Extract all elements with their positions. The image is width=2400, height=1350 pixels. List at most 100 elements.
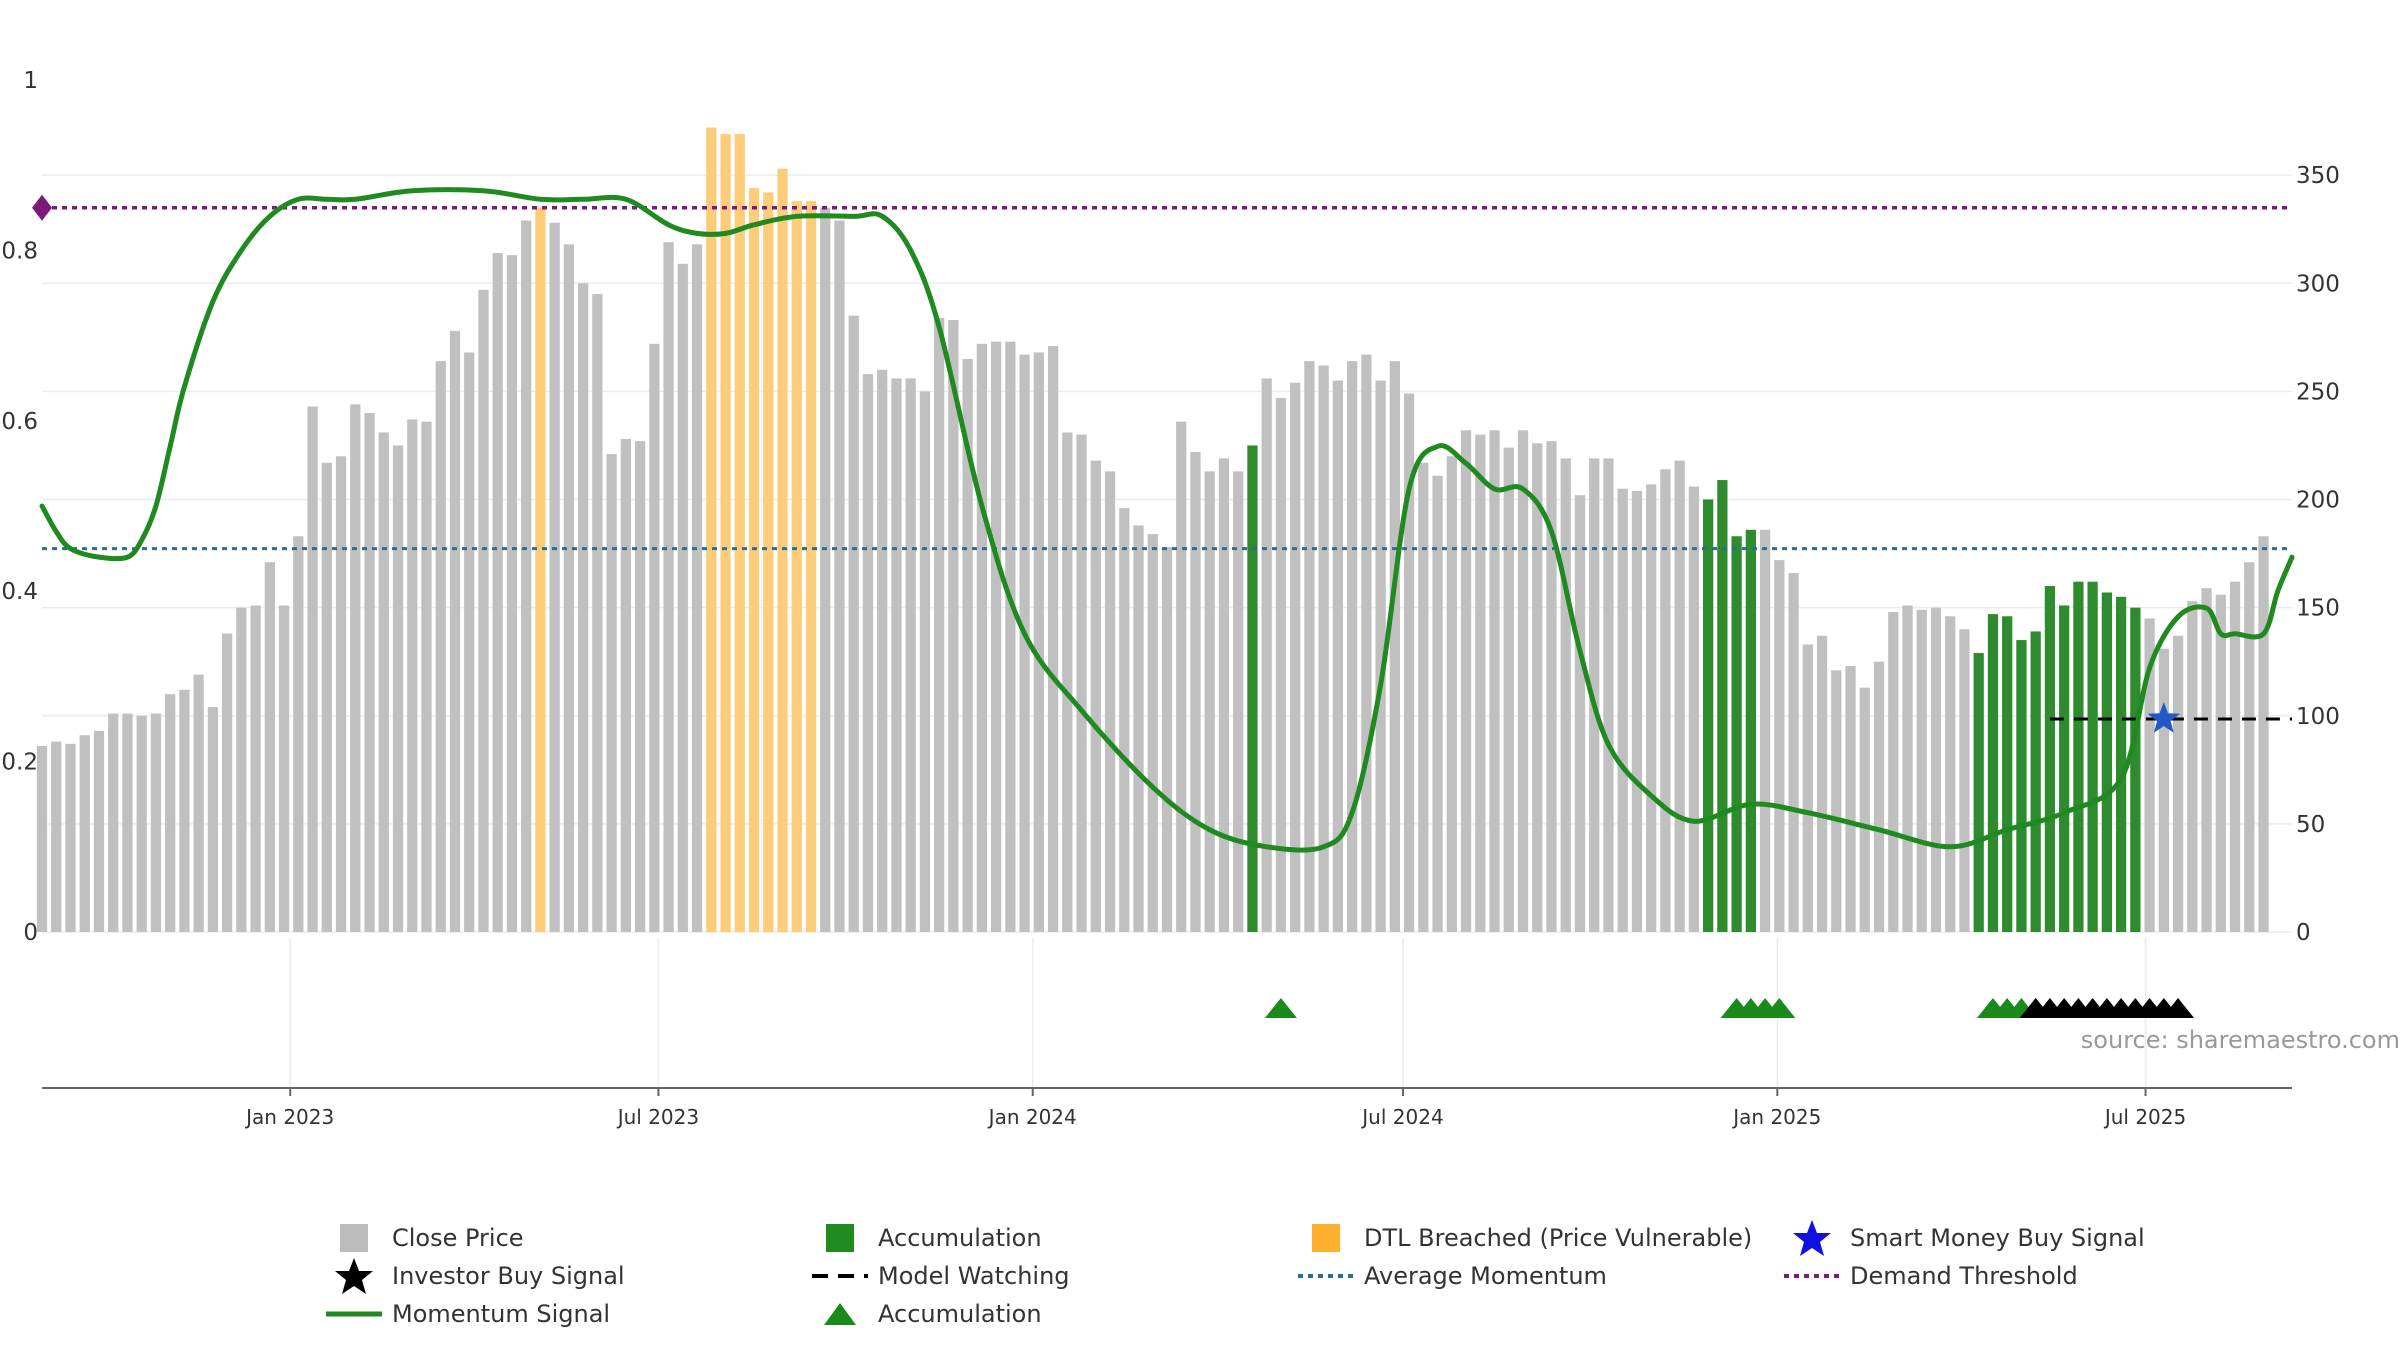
price-bar (1261, 378, 1272, 932)
price-bar (2244, 562, 2255, 932)
price-bar (79, 735, 90, 932)
price-bar (1517, 430, 1529, 932)
price-bar (2130, 607, 2141, 932)
price-bar (1418, 462, 1429, 932)
price-bar (834, 220, 845, 933)
price-bar (1389, 361, 1400, 932)
price-bar (364, 413, 375, 932)
price-bar (1688, 486, 1700, 932)
y-right-tick-label: 300 (2296, 271, 2340, 297)
price-bar (1930, 607, 1942, 932)
price-bar (777, 168, 788, 932)
price-bar (1973, 653, 1984, 932)
price-bar (2059, 605, 2070, 932)
price-bar (2044, 586, 2056, 932)
price-bar (193, 674, 204, 932)
price-bar (848, 315, 859, 933)
reference-lines (32, 194, 2292, 721)
accumulation-triangle (1264, 998, 1297, 1018)
price-bar (1233, 471, 1244, 932)
price-bar (891, 378, 902, 932)
price-bar (1332, 380, 1344, 932)
price-bar (706, 127, 717, 932)
price-bar (919, 391, 931, 932)
momentum-signal-line (39, 187, 2295, 853)
y-right-tick-label: 50 (2296, 812, 2325, 838)
price-bar (535, 207, 546, 933)
price-bar (1873, 661, 1885, 932)
price-bar (1703, 499, 1714, 932)
price-bar (1859, 687, 1870, 932)
price-bar (65, 743, 76, 932)
price-bar (1631, 490, 1643, 932)
price-bar (1717, 480, 1728, 932)
price-bar (165, 694, 176, 932)
price-bar (1802, 644, 1813, 932)
price-bar (805, 201, 817, 933)
x-tick-label: Jul 2025 (2103, 1105, 2186, 1129)
price-bar (1745, 529, 1756, 932)
price-bar (1603, 458, 1614, 932)
y-right-tick-label: 0 (2296, 920, 2311, 946)
price-bar (378, 432, 389, 932)
price-bar (2187, 601, 2198, 932)
price-bar (606, 454, 617, 932)
price-bar (449, 330, 461, 932)
price-bar (905, 378, 916, 932)
price-bar (1888, 611, 1899, 932)
y-left-tick-label: 0.8 (1, 238, 38, 264)
price-bar (293, 536, 304, 932)
price-bar (1646, 484, 1657, 932)
price-bar (1090, 460, 1101, 932)
price-bar (1005, 341, 1016, 933)
price-bar (1617, 488, 1628, 932)
accumulation-triangle (1763, 998, 1796, 1018)
y-right-tick-label: 350 (2296, 163, 2340, 189)
x-tick-label: Jan 2024 (987, 1105, 1077, 1129)
price-bar (2016, 640, 2027, 932)
price-bar (1532, 443, 1543, 932)
price-bar (207, 707, 219, 932)
price-bar (36, 746, 48, 932)
price-bar (1176, 421, 1187, 932)
price-bar (1475, 434, 1486, 932)
y-left-tick-label: 0.4 (1, 579, 38, 605)
price-bar (1318, 365, 1329, 932)
price-bar (392, 445, 404, 932)
price-bar (407, 419, 418, 932)
price-bar (1589, 458, 1600, 932)
price-bar (549, 222, 560, 932)
price-bar (1489, 430, 1500, 932)
price-bar (962, 358, 973, 932)
price-bar (2172, 635, 2184, 932)
price-bar (1816, 635, 1828, 932)
price-bar (2144, 618, 2155, 932)
price-bar (1446, 456, 1457, 932)
x-tick-label: Jan 2025 (1731, 1105, 1821, 1129)
price-bar (634, 441, 646, 932)
investor-buy-triangle (2162, 998, 2195, 1018)
price-bar (1902, 605, 1913, 932)
price-bar (321, 462, 332, 932)
price-bar (877, 369, 888, 933)
price-bar (179, 689, 190, 932)
price-bar (264, 562, 275, 932)
price-bar (563, 244, 575, 932)
x-tick-label: Jul 2023 (616, 1105, 699, 1129)
axes: Jan 2023 Jul 2023 Jan 2024 Jul 2024 Jan 2025… (1, 68, 2339, 1129)
price-bar (862, 374, 874, 932)
price-bar (1247, 445, 1258, 932)
price-bar (435, 361, 446, 932)
price-bar (1759, 529, 1771, 932)
y-left-tick-label: 0 (23, 920, 38, 946)
price-bar (1845, 666, 1856, 932)
price-bar (1290, 382, 1301, 933)
price-bar (2030, 631, 2041, 932)
price-bar (1147, 534, 1158, 932)
y-right-tick-label: 200 (2296, 488, 2340, 514)
price-bar (2002, 616, 2013, 932)
price-bar (948, 320, 959, 932)
smart-money-star (2147, 702, 2180, 733)
price-bar (990, 341, 1002, 933)
